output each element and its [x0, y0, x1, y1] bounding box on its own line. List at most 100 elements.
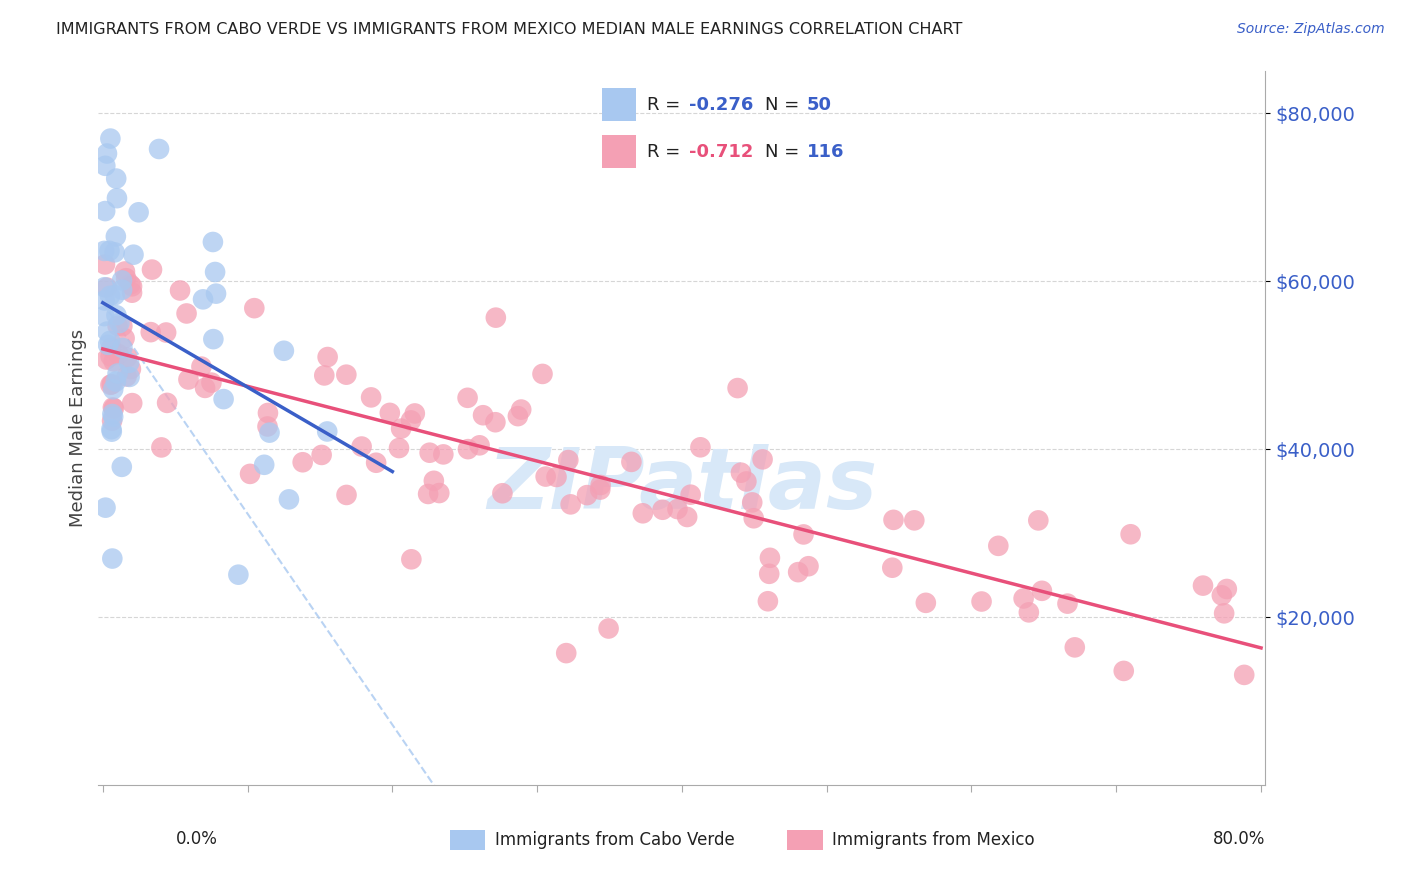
Point: [111, 459, 134, 474]
Text: 80.0%: 80.0%: [1213, 830, 1265, 847]
Point: [120, 362, 142, 376]
Point: [105, 191, 128, 205]
Point: [115, 351, 138, 365]
Point: [107, 318, 129, 333]
Point: [531, 367, 554, 381]
Point: [114, 264, 136, 278]
Point: [141, 262, 163, 277]
Point: [176, 306, 198, 320]
Point: [366, 456, 388, 470]
Point: [191, 293, 214, 307]
Point: [510, 402, 533, 417]
Point: [228, 567, 250, 582]
Point: [96, 146, 118, 161]
Point: [156, 396, 179, 410]
Point: [111, 319, 134, 334]
Point: [987, 539, 1010, 553]
Point: [335, 488, 357, 502]
Point: [104, 375, 127, 389]
Point: [419, 446, 441, 460]
Point: [787, 565, 810, 579]
Point: [101, 407, 124, 421]
Point: [111, 341, 134, 355]
Point: [205, 286, 228, 301]
Point: [468, 438, 491, 452]
Text: N =: N =: [765, 95, 804, 113]
Point: [797, 559, 820, 574]
Point: [1056, 597, 1078, 611]
Point: [389, 422, 412, 436]
Point: [104, 229, 127, 244]
Point: [631, 506, 654, 520]
Point: [121, 285, 143, 300]
Point: [121, 279, 143, 293]
Point: [970, 594, 993, 608]
Point: [259, 425, 281, 440]
Point: [534, 469, 557, 483]
Point: [689, 440, 711, 454]
Y-axis label: Median Male Earnings: Median Male Earnings: [69, 329, 87, 527]
Point: [93, 309, 115, 323]
Point: [256, 419, 278, 434]
Point: [882, 560, 904, 574]
Point: [115, 271, 138, 285]
Point: [100, 422, 122, 436]
Point: [335, 368, 357, 382]
Point: [427, 486, 450, 500]
Point: [111, 273, 134, 287]
Point: [751, 452, 773, 467]
Text: IMMIGRANTS FROM CABO VERDE VS IMMIGRANTS FROM MEXICO MEDIAN MALE EARNINGS CORREL: IMMIGRANTS FROM CABO VERDE VS IMMIGRANTS…: [56, 22, 963, 37]
Point: [589, 478, 612, 492]
Point: [100, 377, 122, 392]
Point: [103, 382, 125, 396]
Point: [93, 280, 115, 294]
Point: [253, 458, 276, 472]
Point: [676, 510, 699, 524]
Point: [111, 283, 134, 297]
Point: [758, 566, 780, 581]
Text: R =: R =: [647, 143, 686, 161]
Point: [1216, 582, 1239, 596]
Point: [882, 513, 904, 527]
Point: [1031, 583, 1053, 598]
Point: [93, 293, 115, 308]
Point: [204, 265, 226, 279]
Point: [491, 486, 513, 500]
Point: [1233, 668, 1256, 682]
Point: [120, 277, 142, 292]
Point: [360, 391, 382, 405]
Point: [316, 425, 339, 439]
Point: [1063, 640, 1085, 655]
Point: [1018, 605, 1040, 619]
Text: -0.276: -0.276: [689, 95, 754, 113]
Point: [506, 409, 529, 423]
Point: [273, 343, 295, 358]
Point: [555, 646, 578, 660]
Point: [190, 359, 212, 374]
Point: [589, 483, 612, 497]
Point: [128, 205, 150, 219]
Point: [727, 381, 749, 395]
Point: [100, 131, 122, 145]
Point: [1026, 513, 1049, 527]
Point: [101, 377, 124, 392]
Point: [101, 425, 124, 439]
Point: [598, 622, 620, 636]
Text: N =: N =: [765, 143, 804, 161]
Point: [104, 245, 127, 260]
Point: [202, 332, 225, 346]
Point: [94, 257, 117, 271]
Point: [735, 475, 758, 489]
Point: [108, 316, 131, 330]
Point: [122, 248, 145, 262]
Point: [194, 381, 217, 395]
Text: Immigrants from Mexico: Immigrants from Mexico: [832, 831, 1035, 849]
Point: [485, 310, 508, 325]
Point: [98, 289, 121, 303]
Point: [150, 441, 173, 455]
Point: [388, 441, 411, 455]
Point: [212, 392, 235, 406]
Point: [277, 492, 299, 507]
Text: -0.712: -0.712: [689, 143, 754, 161]
Point: [741, 495, 763, 509]
